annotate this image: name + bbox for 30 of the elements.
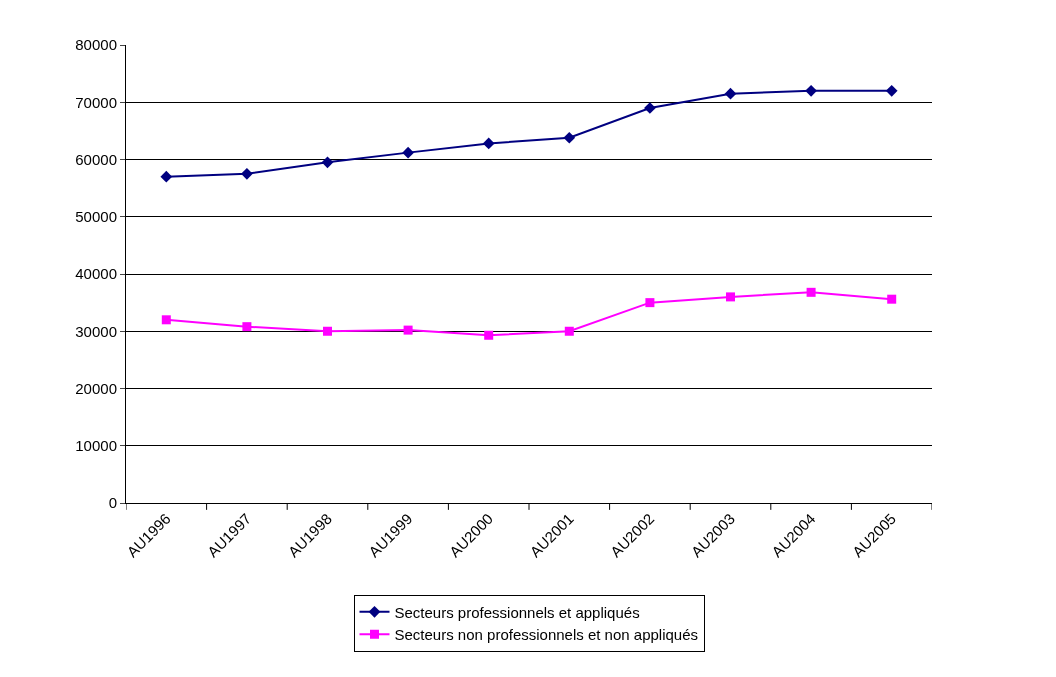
legend-label: Secteurs professionnels et appliqués	[394, 603, 640, 621]
point	[161, 315, 171, 325]
point	[160, 170, 173, 183]
y-tick-label: 70000	[75, 93, 117, 111]
y-tick-label: 20000	[75, 379, 117, 397]
y-tick-label: 50000	[75, 208, 117, 225]
point	[241, 167, 253, 180]
point	[402, 146, 414, 159]
point	[323, 326, 332, 336]
point	[321, 156, 334, 169]
point	[484, 330, 494, 340]
point	[482, 137, 495, 150]
point	[887, 294, 897, 304]
y-tick-label: 40000	[75, 265, 117, 283]
point	[726, 292, 735, 302]
point	[885, 84, 898, 97]
point	[242, 322, 252, 332]
point	[403, 325, 413, 335]
point	[645, 298, 655, 308]
point	[724, 87, 737, 100]
point	[563, 131, 576, 144]
point	[564, 326, 574, 336]
y-tick-label: 0	[108, 494, 117, 512]
point	[805, 84, 817, 97]
y-tick-label: 60000	[75, 150, 117, 168]
y-tick-label: 30000	[75, 322, 117, 340]
y-tick-label: 10000	[75, 437, 117, 454]
legend-label: Secteurs non professionnels et non appliqués	[394, 626, 699, 644]
y-tick-label: 80000	[75, 36, 117, 54]
point	[806, 287, 816, 297]
